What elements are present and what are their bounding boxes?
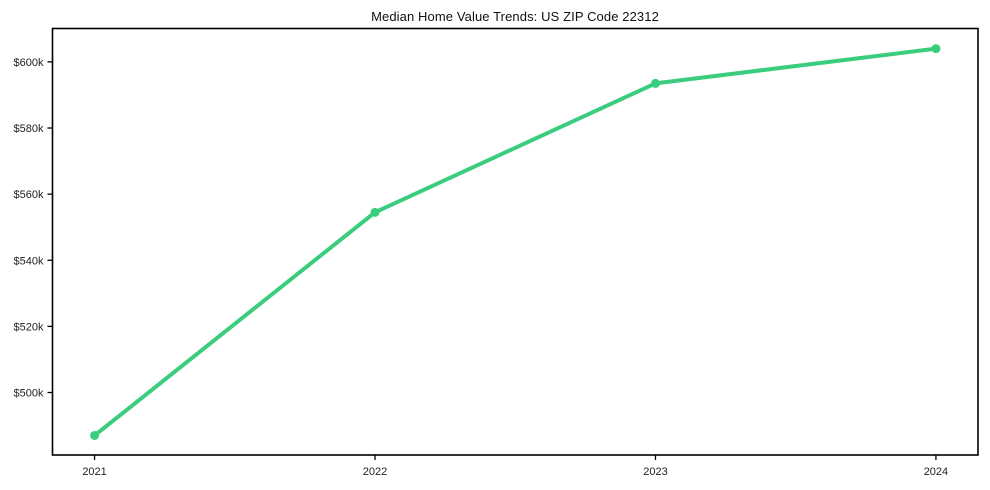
y-axis-tick-label: $580k (14, 123, 44, 135)
y-axis-tick-label: $600k (14, 57, 44, 69)
data-point-marker (90, 430, 100, 440)
data-point-marker (650, 78, 660, 88)
x-axis-tick-label: 2023 (643, 466, 667, 478)
trend-line (92, 46, 938, 438)
x-axis-tick-label: 2021 (82, 466, 106, 478)
y-axis-tick-label: $560k (14, 189, 44, 201)
y-axis-tick-label: $540k (14, 255, 44, 267)
y-axis-tick-label: $520k (14, 321, 44, 333)
chart-title: Median Home Value Trends: US ZIP Code 22… (371, 9, 659, 24)
x-axis-tick-label: 2024 (924, 466, 948, 478)
plot-area (51, 27, 979, 456)
x-axis-tick-label: 2022 (363, 466, 387, 478)
data-point-marker (931, 44, 941, 54)
data-point-marker (370, 207, 380, 217)
y-axis-tick-label: $500k (14, 388, 44, 400)
